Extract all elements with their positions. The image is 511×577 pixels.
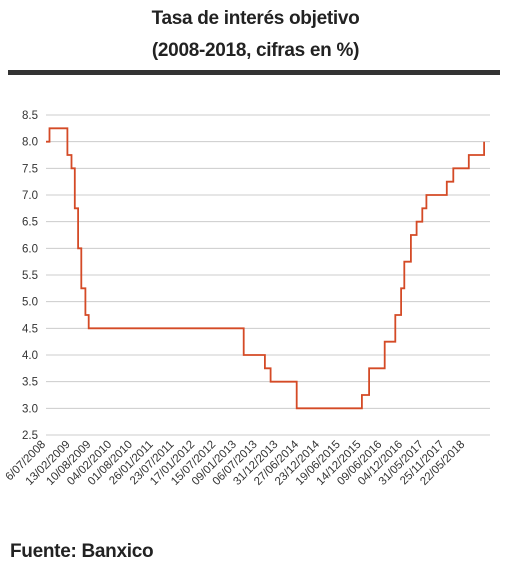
- source-note: Fuente: Banxico: [10, 541, 154, 562]
- rate-series-line: [46, 127, 485, 410]
- y-tick-label: 7.0: [22, 190, 38, 202]
- header-rule: [8, 70, 500, 75]
- y-tick-label: 3.5: [22, 377, 38, 389]
- y-tick-label: 7.5: [22, 163, 38, 175]
- y-tick-label: 6.5: [22, 217, 38, 229]
- y-tick-label: 6.0: [22, 243, 38, 255]
- y-axis: 2.5 3.0 3.5 4.0 4.5 5.0 5.5 6.0 6.5 7.0 7.5 8.0 8.5: [22, 110, 38, 442]
- y-tick-label: 8.0: [22, 137, 38, 149]
- y-tick-label: 4.0: [22, 350, 38, 362]
- y-tick-label: 4.5: [22, 323, 38, 335]
- y-tick-label: 5.0: [22, 297, 38, 309]
- plot-area: [46, 127, 485, 410]
- x-axis: 6/07/200813/02/200910/08/200904/02/20100…: [3, 438, 467, 488]
- y-tick-label: 3.0: [22, 403, 38, 415]
- y-tick-label: 2.5: [22, 430, 38, 442]
- y-tick-label: 8.5: [22, 110, 38, 122]
- y-tick-label: 5.5: [22, 270, 38, 282]
- chart-subtitle: (2008-2018, cifras en %): [151, 40, 360, 61]
- line-chart: 2.53.03.54.04.55.05.56.06.57.07.58.08.5 …: [3, 110, 490, 488]
- chart-title: Tasa de interés objetivo: [151, 8, 360, 29]
- grid-lines: [46, 114, 490, 436]
